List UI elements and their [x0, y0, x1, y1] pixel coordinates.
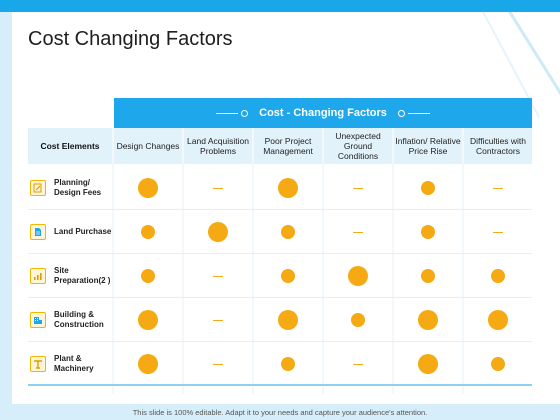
impact-dot-large [418, 310, 438, 330]
slide-title: Cost Changing Factors [28, 28, 233, 50]
building-icon [30, 312, 46, 328]
column-divider [462, 128, 464, 394]
impact-dot-medium [281, 225, 295, 239]
no-impact-dash [493, 232, 503, 233]
planning-icon [30, 180, 46, 196]
table-row-label: Land Purchase [28, 210, 112, 254]
column-divider [322, 128, 324, 394]
no-impact-dash [353, 188, 363, 189]
machinery-icon [30, 356, 46, 372]
impact-dot-large [138, 310, 158, 330]
no-impact-dash [213, 188, 223, 189]
no-impact-dash [213, 320, 223, 321]
row-divider [28, 297, 532, 298]
column-header: Design Changes [114, 128, 182, 164]
impact-dot-medium [421, 269, 435, 283]
banner-line-left [216, 112, 239, 114]
impact-dot-medium [141, 225, 155, 239]
impact-dot-large [138, 178, 158, 198]
impact-dot-large [488, 310, 508, 330]
banner-line-right [407, 112, 430, 114]
chart-icon [30, 268, 46, 284]
no-impact-dash [353, 232, 363, 233]
impact-dot-large [278, 178, 298, 198]
footer-note: This slide is 100% editable. Adapt it to… [132, 408, 428, 417]
column-header: Unexpected Ground Conditions [324, 128, 392, 164]
column-header: Difficulties with Contractors [464, 128, 532, 164]
column-header: Land Acquisition Problems [184, 128, 252, 164]
slide-card: Cost Changing Factors Cost - Changing Fa… [12, 12, 560, 404]
banner-ring-icon [241, 109, 249, 117]
impact-dot-large [348, 266, 368, 286]
column-divider [182, 128, 184, 394]
banner-ring-icon [397, 109, 405, 117]
row-label-text: Site Preparation(2 ) [54, 266, 111, 285]
table-row-label: Planning/ Design Fees [28, 166, 112, 210]
document-icon [30, 224, 46, 240]
impact-dot-medium [421, 181, 435, 195]
row-label-text: Planning/ Design Fees [54, 178, 102, 197]
row-divider [28, 341, 532, 342]
impact-dot-medium [491, 269, 505, 283]
impact-dot-medium [281, 269, 295, 283]
column-divider [112, 128, 114, 394]
impact-dot-large [278, 310, 298, 330]
table-banner: Cost - Changing Factors [114, 98, 532, 128]
row-divider [28, 209, 532, 210]
column-header: Inflation/ Relative Price Rise [394, 128, 462, 164]
row-label-text: Plant & Machinery [54, 354, 94, 373]
column-header: Poor Project Management [254, 128, 322, 164]
row-label-text: Land Purchase [54, 227, 112, 236]
banner-title: Cost - Changing Factors [259, 107, 387, 119]
row-header-cost-elements: Cost Elements [28, 128, 112, 164]
no-impact-dash [213, 364, 223, 365]
no-impact-dash [353, 364, 363, 365]
table-bottom-border [28, 384, 532, 386]
no-impact-dash [213, 276, 223, 277]
table-row-label: Building & Construction [28, 298, 112, 342]
row-divider [28, 253, 532, 254]
impact-dot-medium [421, 225, 435, 239]
impact-dot-large [138, 354, 158, 374]
table-row-label: Site Preparation(2 ) [28, 254, 112, 298]
top-accent-band [0, 0, 560, 12]
table-row-label: Plant & Machinery [28, 342, 112, 386]
impact-dot-medium [351, 313, 365, 327]
column-divider [252, 128, 254, 394]
row-label-text: Building & Construction [54, 310, 104, 329]
impact-dot-large [208, 222, 228, 242]
impact-dot-medium [281, 357, 295, 371]
impact-dot-medium [491, 357, 505, 371]
impact-dot-large [418, 354, 438, 374]
column-divider [392, 128, 394, 394]
impact-dot-medium [141, 269, 155, 283]
no-impact-dash [493, 188, 503, 189]
